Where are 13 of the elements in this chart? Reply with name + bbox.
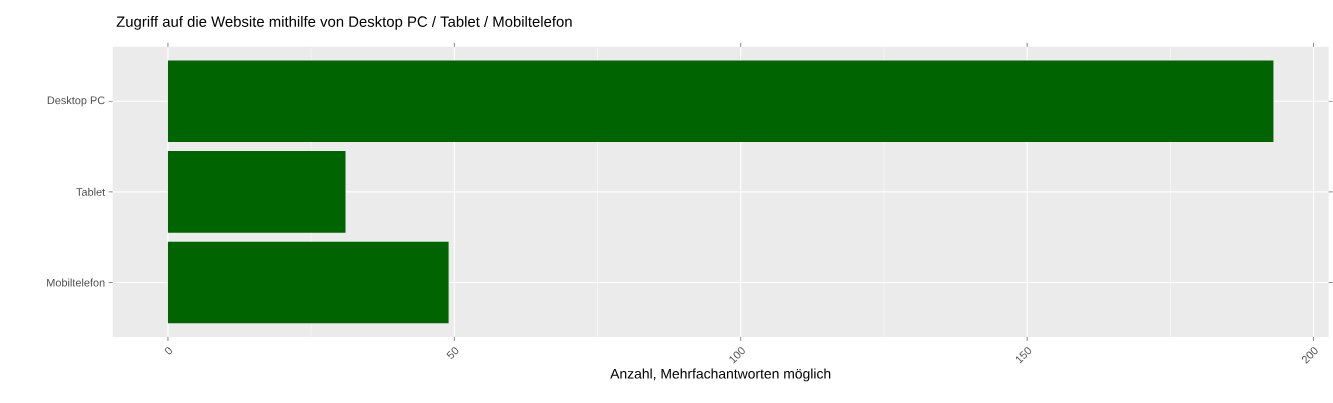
- y-tick-label: Desktop PC: [47, 96, 105, 107]
- x-tick-label: 0: [165, 347, 172, 355]
- x-tick-label: 150: [1015, 347, 1032, 364]
- chart-title: Zugriff auf die Website mithilfe von Desktop PC / Tablet / Mobiltelefon: [116, 16, 572, 31]
- y-tick-label: Tablet: [76, 188, 106, 197]
- x-axis-title: Anzahl, Mehrfachantworten möglich: [610, 368, 831, 382]
- bar: [167, 151, 346, 233]
- bar: [167, 241, 449, 324]
- x-tick-label: 50: [446, 347, 459, 359]
- bar: [167, 60, 1274, 143]
- x-tick-label: 200: [1301, 347, 1318, 364]
- x-tick-label: 100: [729, 347, 745, 364]
- y-tick-label: Mobiltelefon: [47, 278, 105, 287]
